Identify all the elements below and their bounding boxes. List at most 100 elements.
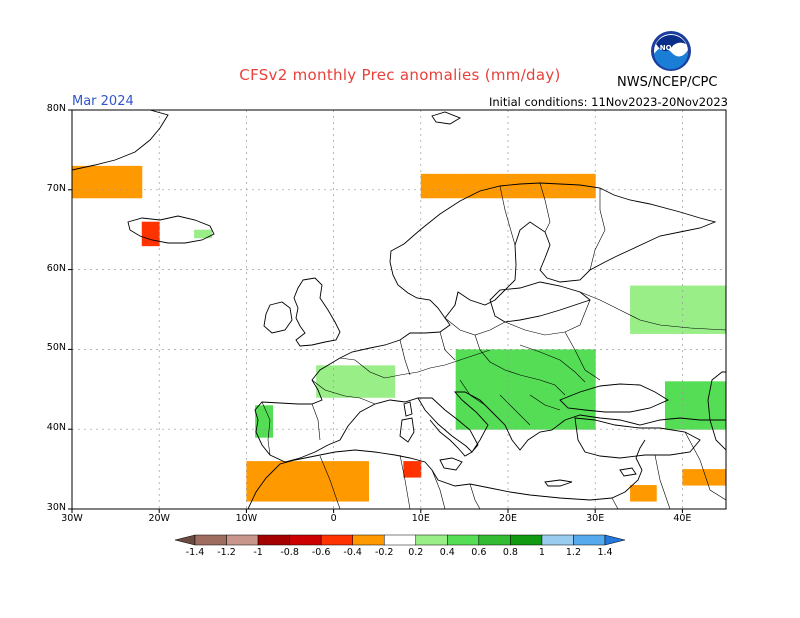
anomaly-cell: [133, 165, 143, 175]
anomaly-cell: [551, 405, 561, 414]
anomaly-cell: [429, 189, 439, 199]
anomaly-cell: [656, 301, 666, 310]
anomaly-cell: [316, 373, 326, 382]
anomaly-cell: [490, 189, 500, 199]
anomaly-cell: [708, 309, 718, 318]
colorbar-label: -0.4: [343, 547, 362, 558]
greenland-outline: [72, 110, 169, 171]
anomaly-cell: [316, 477, 326, 486]
anomaly-cell: [281, 477, 291, 486]
colorbar-label: -1: [253, 547, 263, 558]
colorbar-segment: [194, 534, 227, 546]
anomaly-cell: [560, 397, 570, 406]
anomaly-cell: [691, 413, 701, 422]
anomaly-cell: [577, 189, 587, 199]
anomaly-cell: [534, 181, 544, 191]
anomaly-cell: [586, 173, 596, 183]
anomaly-cell: [481, 373, 492, 382]
anomaly-cell: [298, 493, 308, 502]
anomaly-cell: [281, 461, 291, 470]
anomaly-cell: [438, 181, 448, 191]
anomaly-cell: [691, 381, 701, 390]
anomaly-cell: [351, 389, 361, 398]
lon-label: 20E: [498, 513, 518, 524]
anomaly-cell: [98, 189, 108, 199]
anomaly-cell: [577, 397, 587, 406]
anomaly-cell: [490, 389, 500, 398]
anomaly-cell: [272, 461, 282, 470]
anomaly-cell: [255, 485, 265, 494]
colorbar-label: -1.4: [185, 547, 205, 558]
anomaly-cell: [481, 189, 492, 199]
anomaly-cell: [272, 477, 282, 486]
anomaly-cell: [586, 381, 596, 390]
anomaly-cell: [455, 421, 465, 430]
colorbar-segment: [320, 534, 353, 546]
anomaly-cell: [246, 477, 256, 486]
anomaly-cell: [542, 365, 553, 374]
anomaly-cell: [508, 405, 518, 414]
anomaly-cell: [150, 229, 160, 239]
arctic-islands-outline: [431, 111, 462, 125]
anomaly-cell: [691, 317, 701, 326]
caspian-outline: [707, 371, 726, 451]
anomaly-cell: [717, 477, 726, 486]
anomaly-cell: [647, 285, 657, 295]
anomaly-cell: [673, 317, 683, 326]
anomaly-cell: [508, 413, 518, 422]
anomaly-region: [246, 461, 369, 502]
anomaly-cell: [464, 373, 474, 382]
anomaly-cell: [551, 373, 561, 382]
anomaly-cell: [455, 397, 465, 406]
anomaly-cell: [682, 405, 692, 414]
anomaly-cell: [577, 381, 587, 390]
anomaly-cell: [263, 469, 274, 478]
anomaly-cell: [150, 221, 160, 231]
anomaly-cell: [403, 469, 413, 478]
anomaly-cell: [630, 317, 640, 326]
anomaly-cell: [80, 165, 90, 175]
anomaly-cell: [255, 421, 265, 430]
anomaly-cell: [525, 349, 535, 358]
colorbar-segment: [541, 534, 574, 546]
lon-label: 10E: [411, 513, 430, 524]
anomaly-cell: [263, 485, 274, 494]
anomaly-cell: [464, 173, 474, 183]
anomaly-cell: [708, 285, 718, 295]
anomaly-region: [72, 165, 143, 199]
anomaly-cell: [455, 189, 465, 199]
anomaly-cell: [586, 181, 596, 191]
black-sea-outline: [559, 383, 669, 413]
scandinavia-outline: [389, 182, 717, 319]
logo-text: NOAA: [660, 44, 683, 52]
colorbar-label: 0.2: [408, 547, 424, 558]
anomaly-cell: [542, 397, 553, 406]
coastlines: [72, 110, 726, 509]
anomaly-cell: [464, 381, 474, 390]
colorbar-label: 1: [538, 547, 545, 558]
anomaly-cell: [516, 421, 526, 430]
anomaly-cell: [717, 413, 726, 422]
anomaly-cell: [516, 373, 526, 382]
anomaly-cell: [682, 381, 692, 390]
anomaly-region: [403, 461, 422, 478]
anomaly-cell: [516, 349, 526, 358]
lon-label: 40E: [673, 513, 692, 524]
anomaly-cell: [664, 285, 675, 295]
anomaly-cell: [717, 469, 726, 478]
anomaly-cell: [560, 365, 570, 374]
anomaly-cell: [577, 421, 587, 430]
anomaly-cell: [586, 413, 596, 422]
anomaly-cell: [534, 365, 544, 374]
anomaly-cell: [664, 389, 675, 398]
anomaly-cell: [525, 357, 535, 366]
anomaly-cell: [534, 405, 544, 414]
anomaly-cell: [673, 301, 683, 310]
anomaly-cell: [481, 389, 492, 398]
anomaly-cell: [542, 381, 553, 390]
anomaly-cell: [412, 469, 422, 478]
anomaly-cell: [560, 389, 570, 398]
anomaly-cell: [351, 469, 361, 478]
anomaly-cell: [263, 461, 274, 470]
anomaly-cell: [194, 229, 204, 239]
